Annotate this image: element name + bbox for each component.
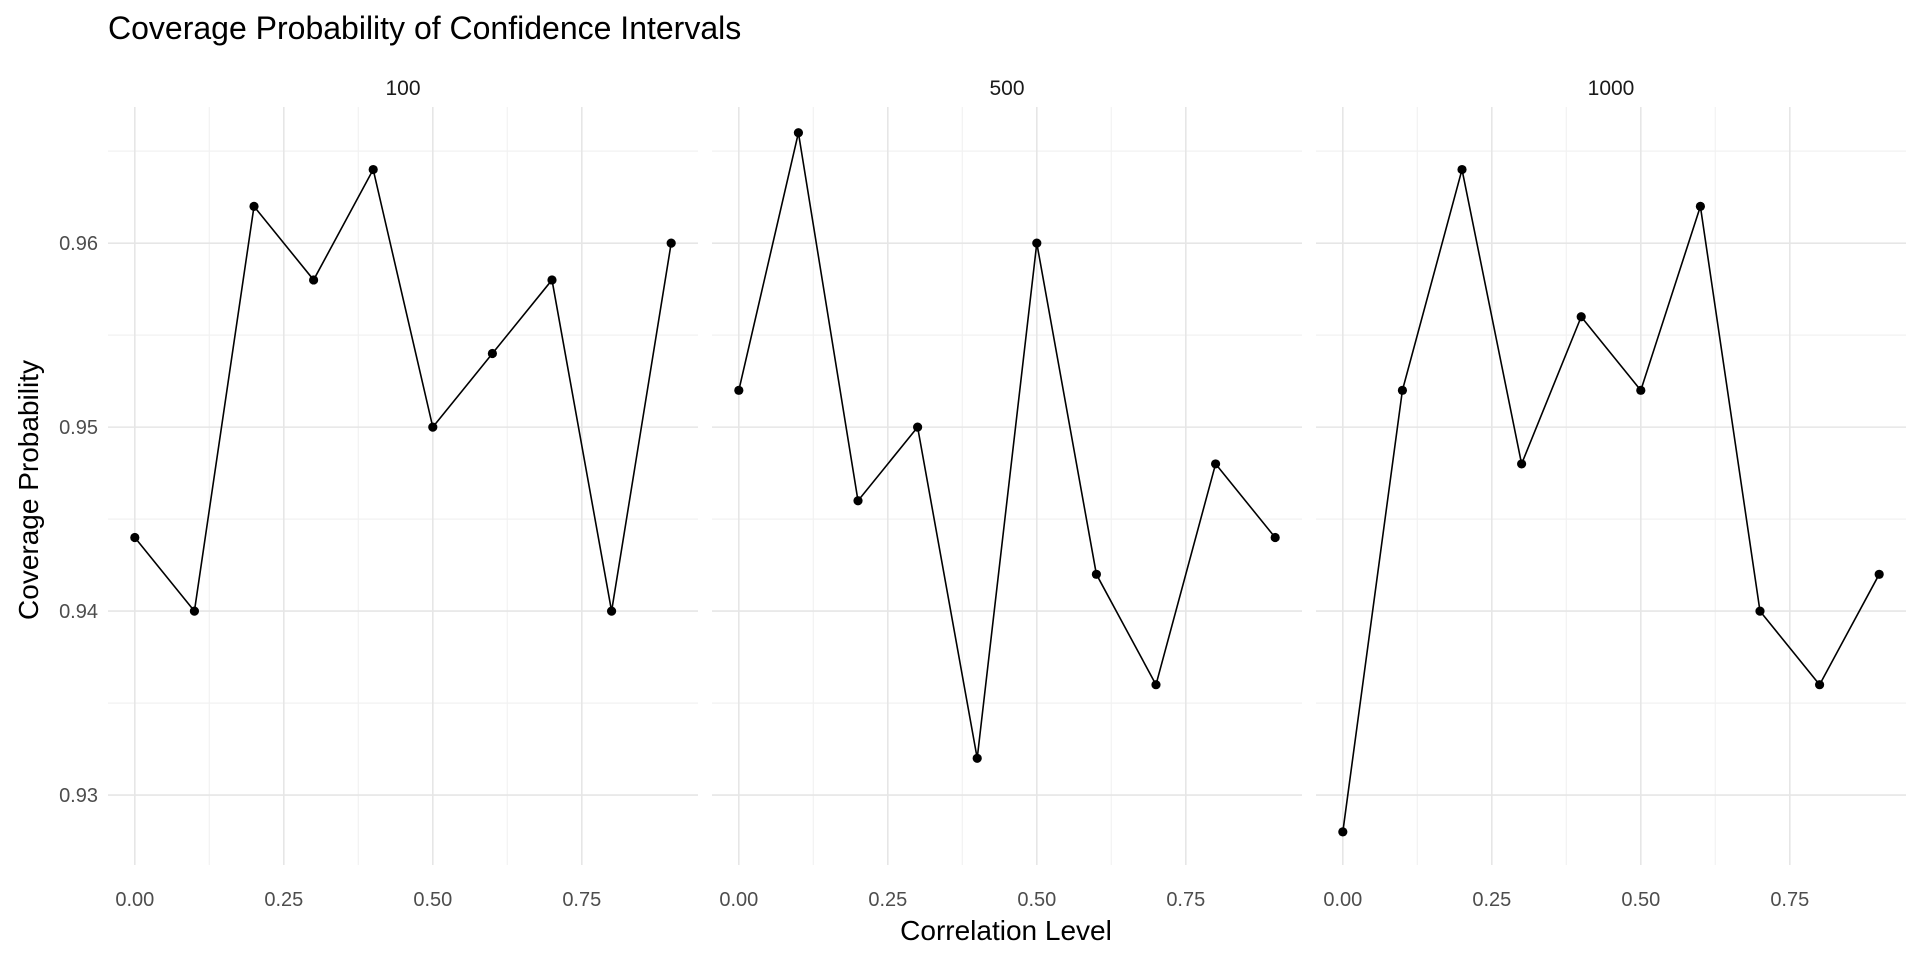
x-tick-label: 0.75 <box>562 889 601 911</box>
data-point <box>1814 680 1825 690</box>
facet-strip-label: 1000 <box>1588 77 1635 100</box>
chart-title: Coverage Probability of Confidence Inter… <box>108 10 741 46</box>
y-tick-label: 0.94 <box>59 601 98 623</box>
x-tick-label: 0.75 <box>1770 889 1809 911</box>
data-point <box>1874 569 1884 579</box>
data-point <box>1270 532 1280 543</box>
data-point <box>1576 312 1586 322</box>
facet-panel-500: 500 0.00 0.25 0.50 0.75 <box>712 77 1302 911</box>
facet-strip-label: 100 <box>385 77 420 100</box>
facet-panel-1000: 1000 0.00 0.25 0.50 0.75 <box>1316 77 1906 911</box>
x-axis-title: Correlation Level <box>900 915 1112 946</box>
data-point <box>972 753 982 763</box>
series-line <box>738 131 1276 760</box>
x-tick-label: 0.25 <box>264 889 303 911</box>
data-point <box>487 348 497 359</box>
data-point <box>1695 201 1705 211</box>
data-point <box>734 385 744 395</box>
series-line <box>134 168 672 612</box>
data-point <box>368 164 378 175</box>
data-point <box>1032 238 1042 248</box>
x-tick-label: 0.00 <box>115 889 154 911</box>
data-point <box>189 606 200 616</box>
data-point <box>547 275 557 285</box>
data-point <box>1517 459 1527 469</box>
data-point <box>1151 680 1161 690</box>
x-tick-label: 0.50 <box>413 889 452 911</box>
series-line <box>1342 168 1880 832</box>
data-point <box>793 128 804 138</box>
data-point <box>1755 606 1765 616</box>
y-tick-label: 0.93 <box>59 785 98 807</box>
x-tick-label: 0.25 <box>1472 889 1511 911</box>
data-point <box>1457 164 1467 175</box>
facet-strip-label: 500 <box>989 77 1024 100</box>
x-tick-label: 0.50 <box>1621 889 1660 911</box>
y-tick-label: 0.95 <box>59 417 98 439</box>
x-tick-label: 0.00 <box>1323 889 1362 911</box>
x-tick-label: 0.75 <box>1166 889 1205 911</box>
data-point <box>130 532 140 543</box>
data-point <box>1338 827 1348 837</box>
data-point <box>428 422 438 432</box>
data-point <box>606 606 617 616</box>
data-point <box>853 496 863 506</box>
data-point <box>249 201 259 211</box>
x-tick-label: 0.00 <box>719 889 758 911</box>
data-point <box>666 238 676 248</box>
x-tick-label: 0.25 <box>868 889 907 911</box>
data-point <box>913 422 923 432</box>
data-point <box>1210 459 1221 469</box>
plot-area: 100 0.00 0.25 0.50 0.75 0.93 0.94 0.95 0.96 500 0.… <box>59 77 1906 911</box>
data-point <box>309 275 319 285</box>
facet-panel-100: 100 0.00 0.25 0.50 0.75 0.93 0.94 0.95 0.96 <box>59 77 698 911</box>
y-tick-label: 0.96 <box>59 233 98 255</box>
data-point <box>1091 569 1101 579</box>
y-axis-title: Coverage Probability <box>13 360 44 620</box>
data-point <box>1636 385 1646 395</box>
x-tick-label: 0.50 <box>1017 889 1056 911</box>
data-point <box>1397 385 1408 395</box>
